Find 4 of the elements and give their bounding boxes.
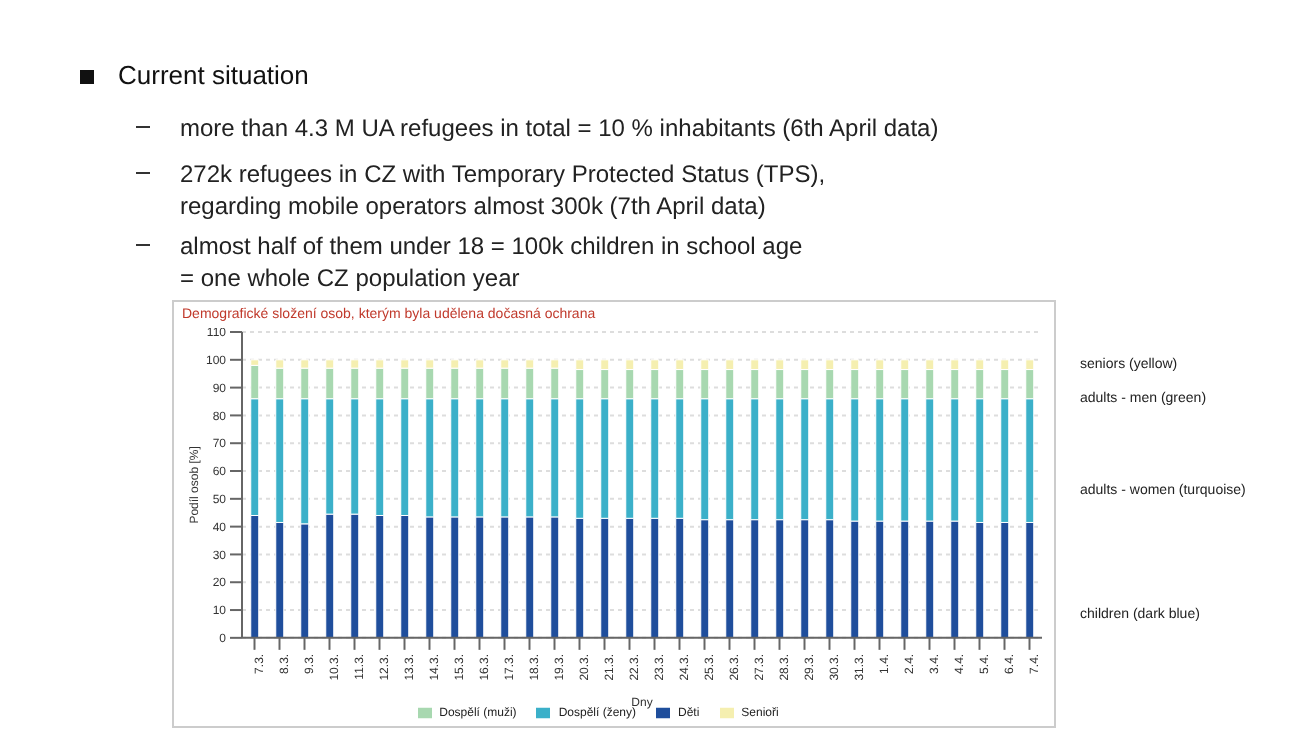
text: more than 4.3 M UA refugees in total = 10 % inhabitants (6th April data) (180, 112, 939, 144)
text: almost half of them under 18 = 100k children in school age = one whole CZ population year (180, 230, 803, 294)
text: 272k refugees in CZ with Temporary Protected Status (TPS), regarding mobile operators almost 300k (7th April data) (180, 158, 826, 222)
text: Current situation (116, 60, 309, 90)
